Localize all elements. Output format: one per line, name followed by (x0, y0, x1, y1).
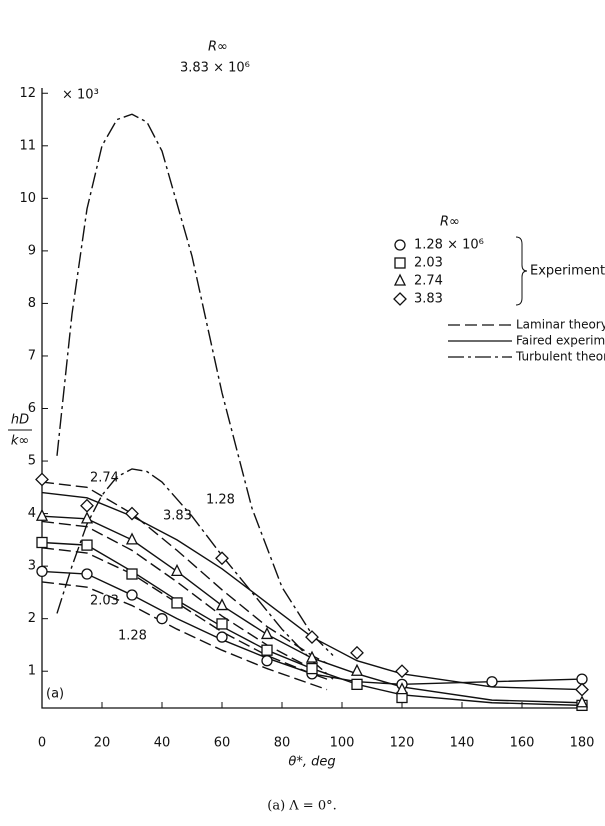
annotation: 2.74 (90, 471, 119, 486)
curve (56, 113, 334, 656)
marker (125, 506, 139, 521)
marker (350, 663, 364, 676)
annotation: R∞ (208, 40, 228, 55)
y-tick-label: 12 (19, 86, 36, 101)
legend-marker (394, 257, 406, 269)
marker (36, 536, 48, 549)
group-label: Experimental data (530, 264, 605, 279)
marker (260, 626, 274, 640)
marker (126, 568, 138, 580)
y-tick-label: 2 (28, 611, 36, 626)
y-label-numerator: hD (11, 413, 29, 428)
legend-marker (393, 292, 407, 306)
legend-label: Laminar theory (516, 318, 605, 332)
marker (395, 664, 409, 679)
legend-label: 3.83 (414, 292, 443, 307)
y-multiplier: × 10³ (62, 88, 99, 103)
curve (41, 520, 328, 675)
annotation: 2.03 (90, 594, 119, 609)
y-tick-label: 6 (28, 401, 36, 416)
marker (81, 568, 93, 580)
marker (215, 598, 229, 611)
marker (216, 618, 228, 630)
marker (350, 645, 364, 660)
caption: (a) Λ = 0°. (267, 799, 336, 814)
marker (80, 511, 94, 524)
y-tick-label: 5 (28, 454, 36, 469)
y-tick-label: 7 (28, 348, 36, 363)
legend-label: 2.03 (414, 256, 443, 271)
x-tick-label: 20 (94, 736, 111, 751)
marker (156, 613, 168, 625)
marker (486, 676, 498, 688)
x-tick-label: 140 (450, 736, 475, 751)
curve (41, 547, 328, 680)
marker (576, 673, 588, 685)
curve (56, 468, 334, 680)
marker (126, 589, 138, 601)
axes (41, 88, 582, 709)
annotation: 3.83 (163, 509, 192, 524)
marker (575, 695, 589, 708)
marker (35, 508, 49, 521)
legend-label: 1.28 × 10⁶ (414, 238, 484, 253)
x-tick-label: 120 (390, 736, 415, 751)
marker (351, 678, 363, 691)
curve (41, 581, 328, 691)
marker (125, 532, 139, 545)
y-label-denominator: k∞ (11, 434, 29, 449)
marker (215, 551, 229, 566)
panel-label: (a) (46, 687, 64, 702)
legend-label: 2.74 (414, 274, 443, 289)
x-tick-label: 0 (38, 736, 46, 751)
x-tick-label: 180 (570, 736, 595, 751)
marker (395, 682, 409, 695)
annotation: 3.83 × 10⁶ (180, 61, 250, 76)
curve (41, 481, 328, 664)
legend-label: Faired experimental data (516, 334, 605, 348)
x-tick-label: 160 (510, 736, 535, 751)
marker (36, 565, 48, 578)
marker (216, 631, 228, 643)
marker (171, 597, 183, 609)
marker (575, 682, 589, 697)
brace (515, 236, 528, 306)
marker (305, 650, 319, 663)
legend-marker (393, 273, 407, 286)
x-label: θ*, deg (288, 755, 335, 770)
marker (261, 644, 273, 656)
annotation: 1.28 (206, 493, 235, 508)
legend-label: Turbulent theory (515, 350, 605, 364)
y-tick-label: 8 (28, 296, 36, 311)
x-tick-label: 40 (154, 736, 171, 751)
x-tick-label: 60 (214, 736, 231, 751)
legend-title: R∞ (440, 215, 460, 230)
marker (261, 655, 273, 667)
y-tick-label: 11 (19, 138, 36, 153)
y-tick-label: 1 (28, 664, 36, 679)
marker (306, 662, 318, 675)
marker (305, 630, 319, 644)
marker (80, 498, 94, 513)
y-tick-label: 9 (28, 243, 36, 258)
annotation: 1.28 (118, 629, 147, 644)
y-tick-label: 3 (28, 559, 36, 574)
x-tick-label: 80 (274, 736, 291, 751)
y-tick-label: 4 (28, 506, 36, 521)
marker (81, 539, 93, 551)
x-tick-label: 100 (330, 736, 355, 751)
y-tick-label: 10 (19, 191, 36, 206)
legend-marker (394, 239, 406, 251)
marker (35, 472, 49, 487)
curve (41, 491, 583, 691)
marker (170, 563, 184, 577)
